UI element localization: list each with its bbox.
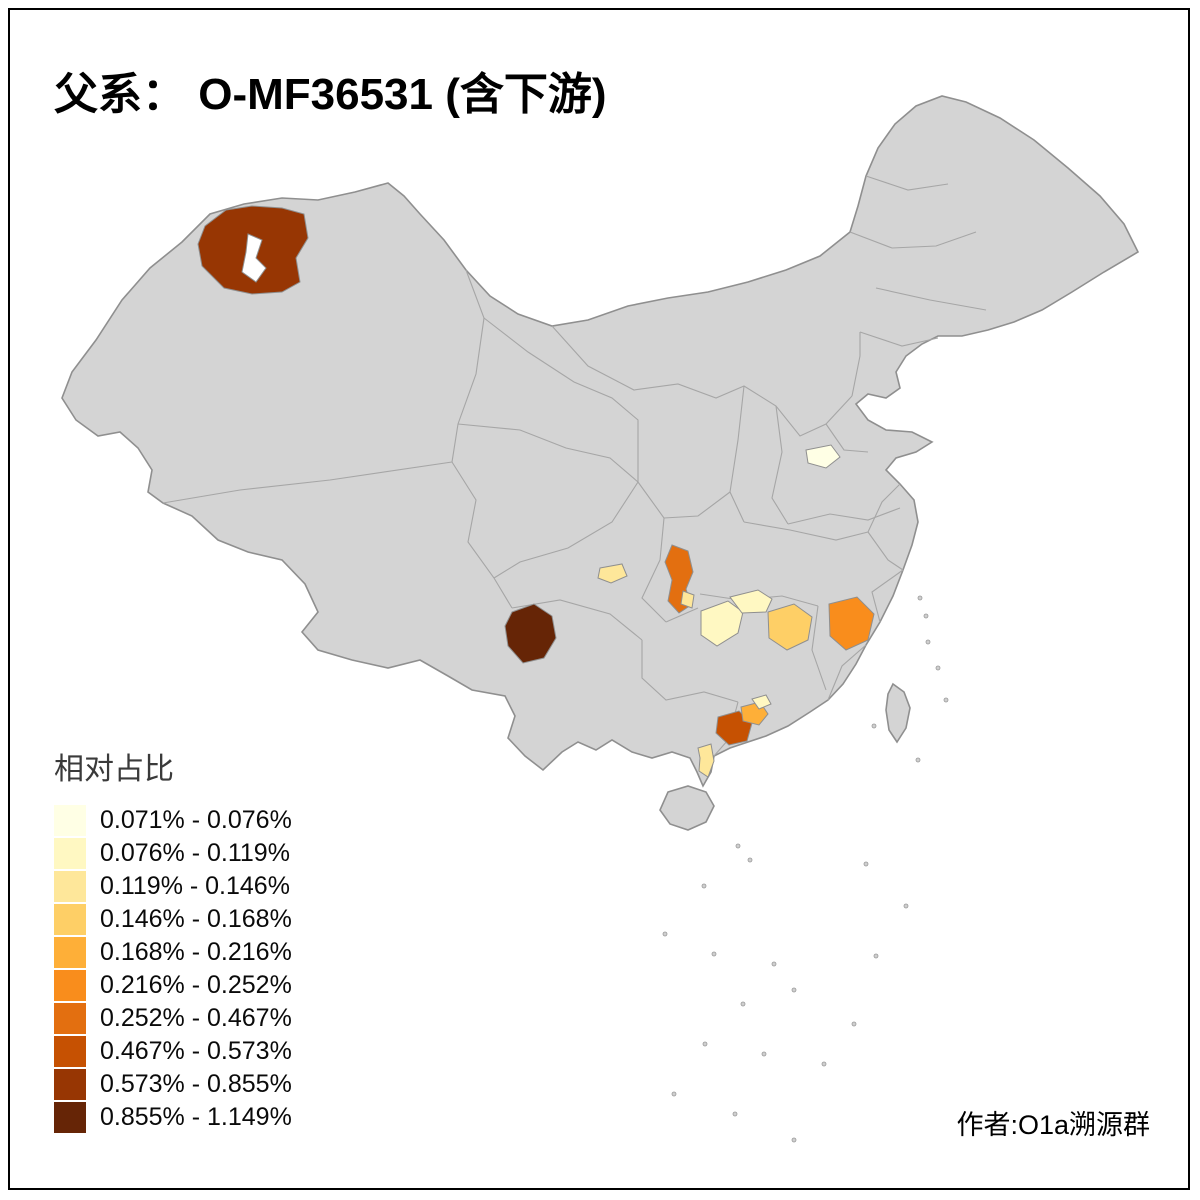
legend-label: 0.146% - 0.168% <box>100 905 292 933</box>
legend-item: 0.855% - 1.149% <box>54 1101 292 1134</box>
taiwan-island-shape <box>885 682 911 744</box>
map-region-hunan-east-light-orange <box>767 603 813 651</box>
map-region-jiangsu-pale <box>805 444 841 469</box>
legend-item: 0.146% - 0.168% <box>54 903 292 936</box>
legend-label: 0.252% - 0.467% <box>100 1004 292 1032</box>
legend-label: 0.119% - 0.146% <box>100 872 290 900</box>
province-boundaries <box>162 175 987 757</box>
legend: 相对占比 0.071% - 0.076% 0.076% - 0.119% 0.1… <box>54 744 292 1134</box>
legend-item: 0.168% - 0.216% <box>54 936 292 969</box>
legend-item: 0.071% - 0.076% <box>54 804 292 837</box>
legend-label: 0.573% - 0.855% <box>100 1070 292 1098</box>
map-region-xinjiang-inner-enclave <box>241 233 267 283</box>
legend-item: 0.573% - 0.855% <box>54 1068 292 1101</box>
legend-label: 0.216% - 0.252% <box>100 971 292 999</box>
legend-label: 0.467% - 0.573% <box>100 1037 292 1065</box>
map-region-leizhou-pale-yellow <box>697 743 715 778</box>
attribution-text: 作者:O1a溯源群 <box>956 1110 1150 1140</box>
highlighted-regions <box>197 205 875 778</box>
map-region-central-sichuan-small <box>597 563 628 584</box>
legend-swatch <box>54 871 86 902</box>
legend-label: 0.071% - 0.076% <box>100 806 292 834</box>
map-region-hubei-hunan-pale <box>700 600 744 647</box>
legend-swatch <box>54 1003 86 1034</box>
small-islands <box>662 595 949 1143</box>
legend-swatch <box>54 970 86 1001</box>
map-region-jiangxi-orange <box>828 596 875 651</box>
legend-swatch <box>54 904 86 935</box>
legend-swatch <box>54 937 86 968</box>
legend-title: 相对占比 <box>54 753 174 786</box>
legend-item: 0.252% - 0.467% <box>54 1002 292 1035</box>
legend-item: 0.076% - 0.119% <box>54 837 292 870</box>
legend-item: 0.216% - 0.252% <box>54 969 292 1002</box>
legend-item: 0.119% - 0.146% <box>54 870 292 903</box>
legend-label: 0.855% - 1.149% <box>100 1103 292 1131</box>
legend-swatch <box>54 1069 86 1100</box>
map-region-chongqing-light-notch <box>680 590 695 609</box>
legend-swatch <box>54 805 86 836</box>
legend-label: 0.076% - 0.119% <box>100 839 290 867</box>
china-mainland-shape <box>61 95 1140 788</box>
map-region-hubei-east-pale <box>729 589 773 614</box>
map-region-guangdong-small-pale <box>751 694 772 710</box>
legend-swatch <box>54 1036 86 1067</box>
legend-swatch <box>54 1102 86 1133</box>
legend-swatch <box>54 838 86 869</box>
legend-label: 0.168% - 0.216% <box>100 938 292 966</box>
hainan-island-shape <box>659 785 715 831</box>
legend-item: 0.467% - 0.573% <box>54 1035 292 1068</box>
map-region-west-yunnan <box>504 603 557 664</box>
page-title: 父系： O-MF36531 (含下游) <box>54 70 607 119</box>
